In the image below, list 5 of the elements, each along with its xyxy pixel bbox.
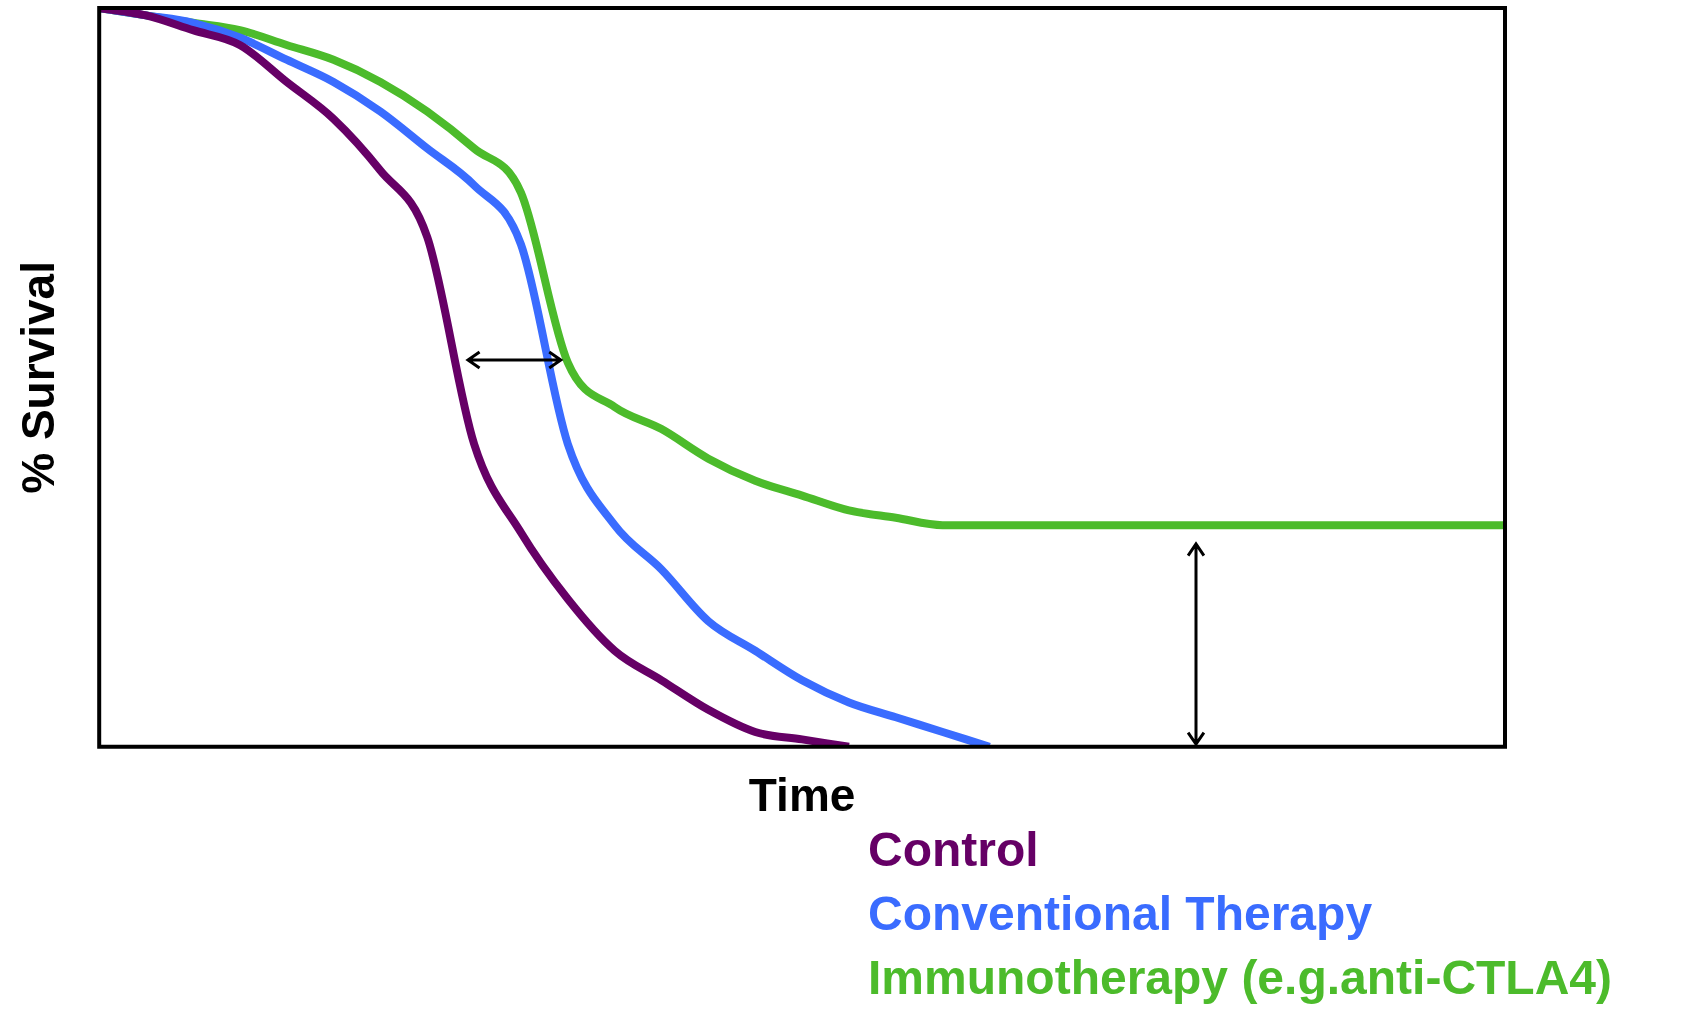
series-label: Control: [868, 822, 1040, 878]
y-axis-title: % Survival: [12, 261, 65, 494]
text: Immunotherapy (e.g.anti-CTLA4): [868, 950, 1613, 1006]
text: Conventional Therapy: [868, 886, 1374, 942]
x-axis-title: Time: [748, 769, 856, 822]
